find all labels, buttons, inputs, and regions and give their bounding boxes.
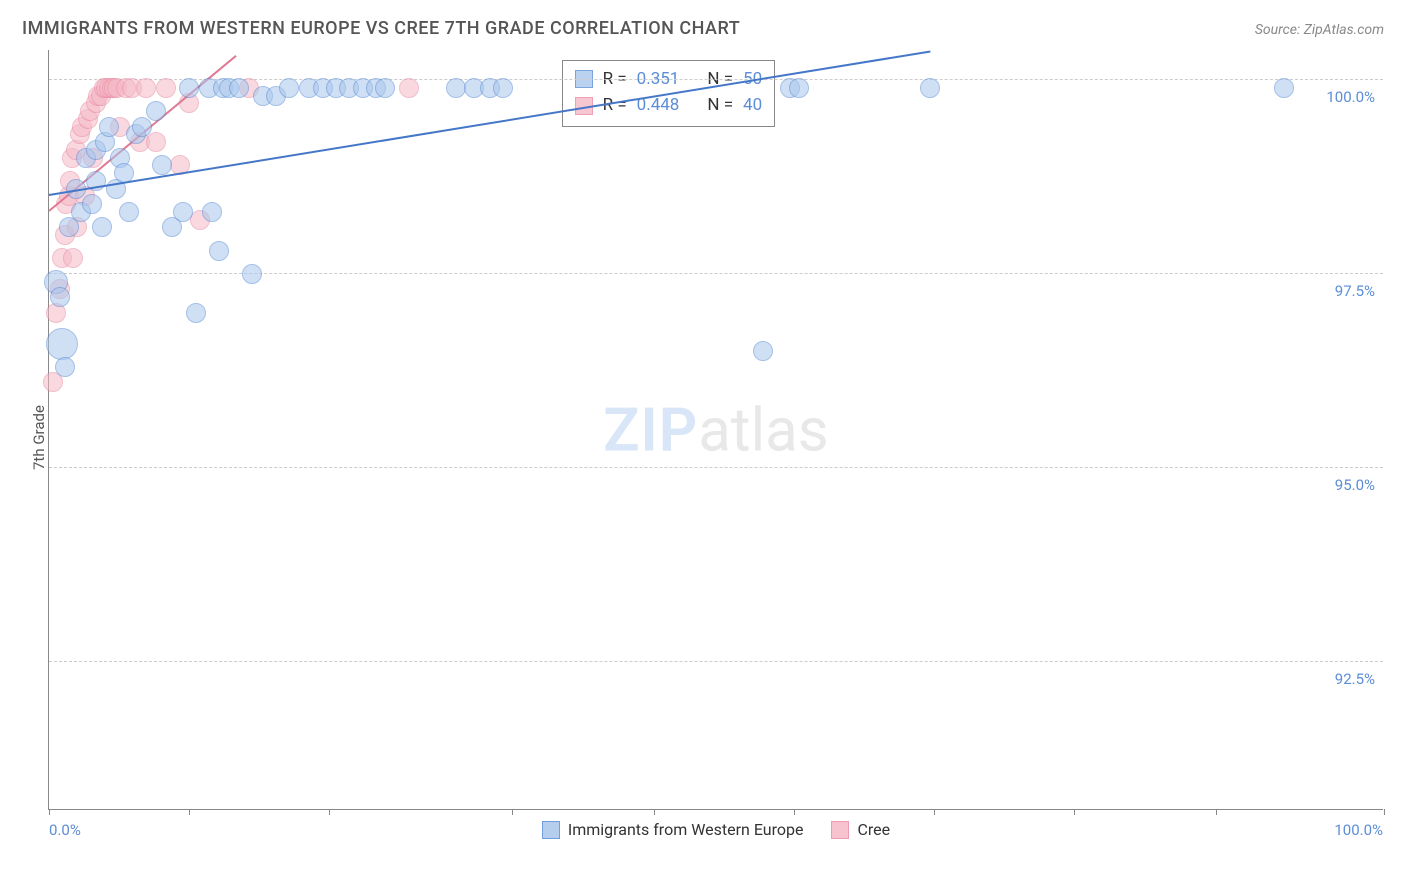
stat-n-label: N = <box>707 92 733 118</box>
data-point-immigrants <box>493 78 513 98</box>
data-point-cree <box>136 78 156 98</box>
data-point-immigrants <box>186 303 206 323</box>
x-tick <box>794 809 795 815</box>
stat-n-value: 40 <box>743 92 762 118</box>
data-point-immigrants <box>375 78 395 98</box>
x-tick <box>512 809 513 815</box>
watermark-zip: ZIP <box>603 394 698 465</box>
data-point-immigrants <box>753 341 773 361</box>
data-point-immigrants <box>229 78 249 98</box>
y-tick-label: 97.5% <box>1335 282 1375 300</box>
data-point-immigrants <box>119 202 139 222</box>
x-tick <box>934 809 935 815</box>
legend-label: Immigrants from Western Europe <box>568 820 804 839</box>
x-tick <box>1216 809 1217 815</box>
data-point-immigrants <box>99 117 119 137</box>
data-point-immigrants <box>209 241 229 261</box>
data-point-immigrants <box>202 202 222 222</box>
x-tick <box>49 809 50 815</box>
legend-swatch-immigrants <box>542 821 560 839</box>
x-tick <box>329 809 330 815</box>
data-point-cree <box>399 78 419 98</box>
data-point-immigrants <box>132 117 152 137</box>
data-point-immigrants <box>789 78 809 98</box>
title-row: IMMIGRANTS FROM WESTERN EUROPE VS CREE 7… <box>22 18 1384 39</box>
x-tick <box>1384 809 1385 815</box>
gridline-horizontal <box>49 661 1383 662</box>
data-point-immigrants <box>46 328 78 360</box>
gridline-horizontal <box>49 467 1383 468</box>
x-tick <box>654 809 655 815</box>
data-point-immigrants <box>1274 78 1294 98</box>
data-point-immigrants <box>152 155 172 175</box>
x-tick-label: 0.0% <box>49 821 81 839</box>
watermark-atlas: atlas <box>698 394 828 465</box>
x-tick <box>1074 809 1075 815</box>
watermark: ZIPatlas <box>603 394 829 465</box>
x-tick-label: 100.0% <box>1334 821 1383 839</box>
bottom-legend-item-cree: Cree <box>831 820 890 839</box>
y-axis-label: 7th Grade <box>30 405 48 470</box>
stat-r-label: R = <box>603 92 627 118</box>
data-point-cree <box>156 78 176 98</box>
legend-label: Cree <box>857 820 890 839</box>
data-point-immigrants <box>92 217 112 237</box>
data-point-immigrants <box>920 78 940 98</box>
data-point-immigrants <box>173 202 193 222</box>
data-point-immigrants <box>55 357 75 377</box>
data-point-immigrants <box>279 78 299 98</box>
data-point-immigrants <box>242 264 262 284</box>
bottom-legend-item-immigrants: Immigrants from Western Europe <box>542 820 804 839</box>
data-point-immigrants <box>82 194 102 214</box>
data-point-immigrants <box>179 78 199 98</box>
y-tick-label: 100.0% <box>1326 88 1375 106</box>
legend-swatch-cree <box>831 821 849 839</box>
y-tick-label: 95.0% <box>1335 476 1375 494</box>
plot-area: ZIPatlas R =0.351N =50R =0.448N =40 Immi… <box>48 50 1383 810</box>
bottom-legend: Immigrants from Western Europe Cree <box>49 820 1383 839</box>
data-point-cree <box>146 132 166 152</box>
source-label: Source: ZipAtlas.com <box>1255 22 1384 38</box>
data-point-immigrants <box>50 287 70 307</box>
data-point-immigrants <box>146 101 166 121</box>
x-tick <box>189 809 190 815</box>
y-tick-label: 92.5% <box>1335 670 1375 688</box>
data-point-cree <box>63 248 83 268</box>
chart-title: IMMIGRANTS FROM WESTERN EUROPE VS CREE 7… <box>22 18 740 39</box>
